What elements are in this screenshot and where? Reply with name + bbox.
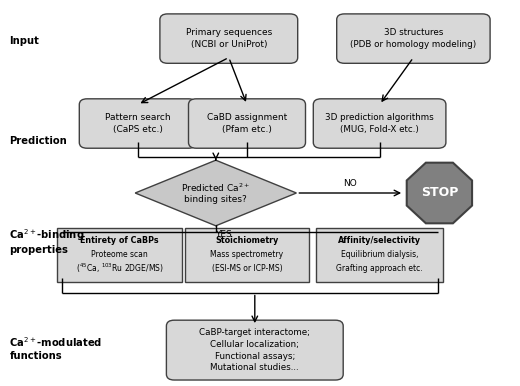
FancyBboxPatch shape: [80, 99, 197, 148]
Text: 3D prediction algorithms
(MUG, Fold-X etc.): 3D prediction algorithms (MUG, Fold-X et…: [325, 113, 434, 134]
Text: STOP: STOP: [421, 186, 458, 200]
Text: (ESI-MS or ICP-MS): (ESI-MS or ICP-MS): [212, 264, 282, 273]
Text: Equilibrium dialysis,: Equilibrium dialysis,: [341, 250, 419, 259]
Text: Primary sequences
(NCBI or UniProt): Primary sequences (NCBI or UniProt): [186, 28, 272, 49]
Text: Grafting approach etc.: Grafting approach etc.: [336, 264, 423, 273]
Text: Stoichiometry: Stoichiometry: [215, 236, 279, 245]
FancyBboxPatch shape: [313, 99, 446, 148]
Polygon shape: [135, 160, 296, 226]
Text: Pattern search
(CaPS etc.): Pattern search (CaPS etc.): [105, 113, 171, 134]
Text: CaBD assignment
(Pfam etc.): CaBD assignment (Pfam etc.): [207, 113, 287, 134]
FancyBboxPatch shape: [166, 320, 343, 380]
FancyBboxPatch shape: [185, 228, 309, 282]
Text: Input: Input: [9, 36, 39, 46]
Text: Ca$^{2+}$-binding
properties: Ca$^{2+}$-binding properties: [9, 227, 85, 256]
Text: Predicted Ca$^{2+}$
binding sites?: Predicted Ca$^{2+}$ binding sites?: [181, 181, 251, 205]
FancyBboxPatch shape: [188, 99, 305, 148]
Text: Proteome scan: Proteome scan: [91, 250, 148, 259]
Polygon shape: [407, 163, 472, 223]
Text: Ca$^{2+}$-modulated
functions: Ca$^{2+}$-modulated functions: [9, 335, 103, 361]
Text: YES: YES: [215, 230, 232, 239]
Text: Prediction: Prediction: [9, 136, 67, 146]
Text: ($^{45}$Ca, $^{103}$Ru 2DGE/MS): ($^{45}$Ca, $^{103}$Ru 2DGE/MS): [76, 262, 163, 276]
Text: CaBP-target interactome;
Cellular localization;
Functional assays;
Mutational st: CaBP-target interactome; Cellular locali…: [199, 328, 310, 372]
Text: 3D structures
(PDB or homology modeling): 3D structures (PDB or homology modeling): [350, 28, 476, 49]
Text: Entirety of CaBPs: Entirety of CaBPs: [80, 236, 159, 245]
Text: Mass spectrometry: Mass spectrometry: [211, 250, 283, 259]
Text: Affinity/selectivity: Affinity/selectivity: [338, 236, 421, 245]
FancyBboxPatch shape: [316, 228, 443, 282]
Text: NO: NO: [343, 179, 357, 188]
FancyBboxPatch shape: [160, 14, 297, 63]
FancyBboxPatch shape: [337, 14, 490, 63]
FancyBboxPatch shape: [57, 228, 182, 282]
